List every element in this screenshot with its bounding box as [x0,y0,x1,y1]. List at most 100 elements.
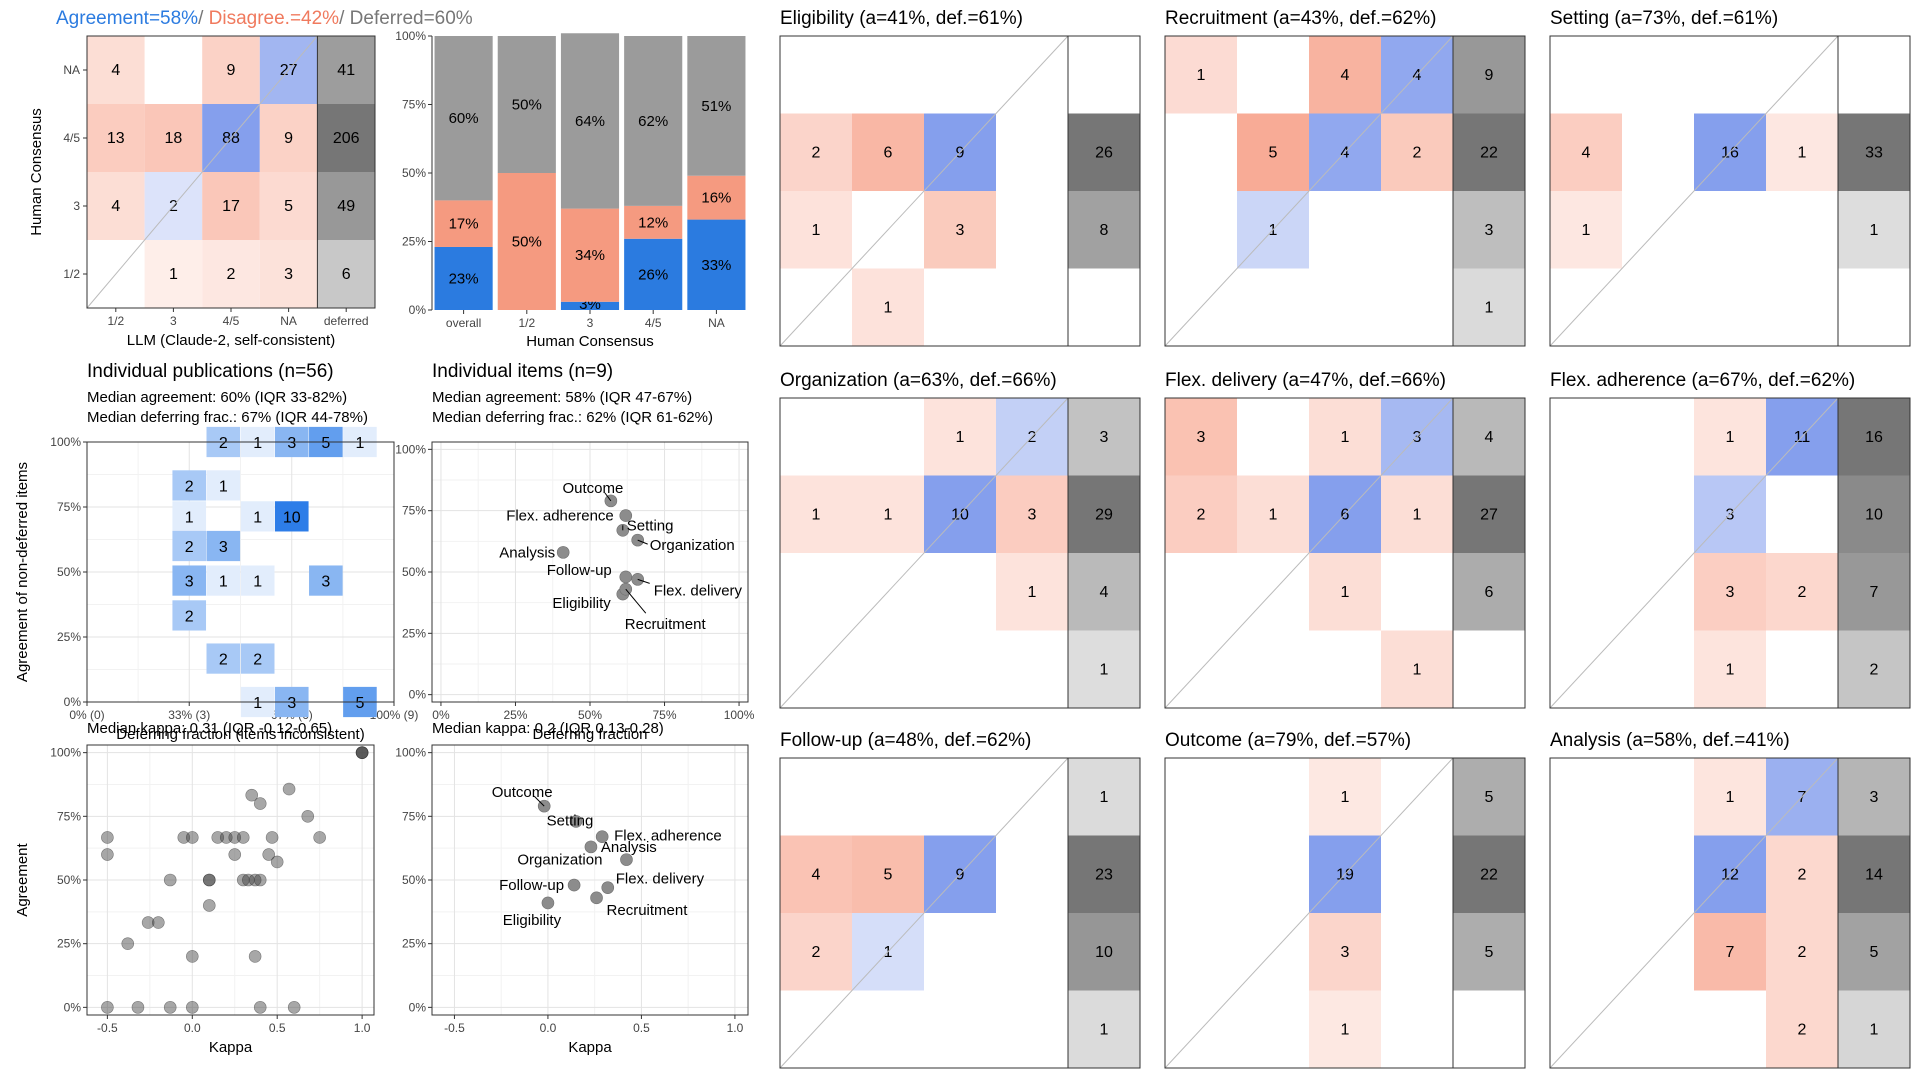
bar-label: 50% [512,97,542,114]
y-tick-label: 75% [402,809,426,823]
cell-label: 2 [169,198,178,215]
heat-cell-label: 2 [253,652,262,669]
heat-cell-label: 2 [185,539,194,556]
header-line: Agreement=58%/ Disagree.=42%/ Deferred=6… [56,8,473,29]
heat-cell [206,643,241,674]
matrix-cell [1766,913,1838,991]
y-tick-label: 50% [402,565,426,579]
bar-label: 12% [638,214,668,231]
scatter-point [101,1001,114,1014]
x-axis-label: Deferring fraction (items inconsistent) [116,726,364,743]
matrix-cell [259,240,318,308]
matrix-cell [1309,36,1381,114]
cell-label: 1 [1100,661,1109,678]
matrix-cell [996,475,1068,553]
heat-cell [274,501,309,532]
matrix-cell [87,172,145,240]
scatter-point [541,896,555,910]
matrix-cell [1165,36,1237,114]
matrix-cell [1766,553,1838,631]
diagonal-line [779,757,1069,1069]
matrix-cell [144,240,203,308]
heat-cell [172,600,207,631]
x-tick-label: 3 [170,314,177,328]
matrix-cell [317,240,375,308]
heat-cell [240,565,275,596]
cell-label: 10 [1865,506,1883,523]
scatter-point [202,873,216,887]
cell-label: 4 [1100,584,1109,601]
bar-segment [434,200,493,247]
heat-cell [172,470,207,501]
bar-label: 60% [449,110,479,127]
point-label: Organization [650,537,735,554]
matrix-cell [1453,113,1525,191]
label-leader [625,588,647,614]
label-leader [604,492,612,502]
x-tick-label: 50% [578,708,602,722]
bar-label: 62% [638,113,668,130]
panel-border [779,35,1141,347]
scatter-point [163,873,177,887]
heat-cell-label: 2 [219,435,228,452]
y-tick-label: 0% [409,303,427,317]
items-deferring: 0% 25% 50% 75% 100% 0% 25% 50% 75% 100% Outcome Fle… [395,361,754,743]
y-tick-label: 75% [402,504,426,518]
y-tick-label: 25% [402,235,426,249]
scatter-point [228,848,242,861]
heat-cell-label: 10 [283,509,301,526]
matrix-cell [1453,553,1525,631]
matrix-cell [1309,398,1381,476]
cell-label: 5 [1870,944,1879,961]
y-tick-label: 25% [402,626,426,640]
matrix-cell [924,398,996,476]
panel-title: Organization (a=63%, def.=66%) [780,370,1057,391]
bar-segment [434,36,493,201]
matrix-cell [1838,553,1910,631]
cell-label: 1 [884,506,893,523]
cell-label: 1 [812,506,821,523]
heat-cell [172,501,207,532]
scatter-point [567,878,581,892]
panel-border [1164,35,1526,347]
item-follow-up: 1 4 5 9 23 2 1 10 1 Follow-up (a=48%, def.=62%) [779,730,1141,1069]
label-leader [637,578,650,584]
label-leader [533,795,545,807]
header-sep-2: / [339,8,350,29]
matrix-cell [1694,630,1766,708]
cell-label: 4 [1582,144,1591,161]
cell-label: 3 [1028,506,1037,523]
matrix-cell [1453,191,1525,269]
y-tick-label: 100% [395,29,426,43]
panel-title: Outcome (a=79%, def.=57%) [1165,730,1411,751]
matrix-cell [1309,553,1381,631]
matrix-cell [259,104,318,172]
matrix-cell [259,172,318,240]
heat-cell-label: 1 [219,574,228,591]
cell-label: 1 [1100,789,1109,806]
matrix-cell [1237,113,1309,191]
scatter-point [270,855,284,869]
matrix-cell [1838,398,1910,476]
item-setting: 41613311Setting (a=73%, def.=61%) [1549,8,1911,347]
cell-label: 16 [1865,429,1883,446]
cell-label: 4 [1341,67,1350,84]
x-tick-label: 75% [653,708,677,722]
matrix-cell [87,36,145,104]
cell-label: 6 [1485,584,1494,601]
y-tick-label: 0% [64,695,82,709]
scatter-point [620,853,633,866]
cell-label: 1 [1798,144,1807,161]
y-tick-label: 25% [57,630,81,644]
cell-label: 26 [1095,144,1113,161]
heat-cell [206,470,241,501]
panel-border [1549,397,1911,709]
cell-label: 7 [1870,584,1879,601]
cell-label: 1 [1341,1021,1350,1038]
y-tick-label: 50% [57,565,81,579]
scatter-point [202,899,216,912]
bar-label: 26% [638,266,668,283]
cell-label: 9 [284,130,293,147]
panel-subtitle: Median agreement: 58% (IQR 47-67%) [432,389,692,406]
